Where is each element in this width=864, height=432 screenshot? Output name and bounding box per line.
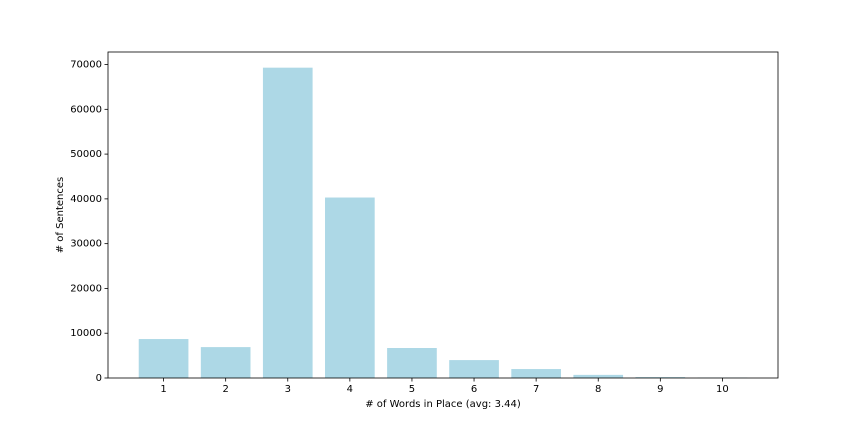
y-tick-label: 70000 bbox=[70, 60, 102, 71]
x-tick-label: 7 bbox=[533, 384, 539, 395]
x-axis-label: # of Words in Place (avg: 3.44) bbox=[365, 399, 521, 410]
x-tick-label: 4 bbox=[347, 384, 353, 395]
x-tick-label: 10 bbox=[716, 384, 729, 395]
x-tick-label: 1 bbox=[160, 384, 166, 395]
x-tick-label: 5 bbox=[409, 384, 415, 395]
bar bbox=[138, 339, 189, 378]
y-tick-label: 40000 bbox=[70, 194, 102, 205]
x-tick-label: 9 bbox=[657, 384, 663, 395]
x-tick-label: 8 bbox=[595, 384, 601, 395]
bar bbox=[262, 67, 313, 378]
bar bbox=[573, 374, 624, 378]
x-tick-label: 3 bbox=[285, 384, 291, 395]
y-tick-label: 20000 bbox=[70, 283, 102, 294]
plot-frame bbox=[107, 51, 779, 379]
y-axis-label: # of Sentences bbox=[55, 177, 66, 253]
y-tick-label: 60000 bbox=[70, 104, 102, 115]
y-tick-label: 50000 bbox=[70, 149, 102, 160]
bar bbox=[635, 377, 686, 378]
bar bbox=[200, 347, 251, 378]
y-tick-label: 30000 bbox=[70, 239, 102, 250]
bar bbox=[511, 369, 561, 378]
x-tick-label: 2 bbox=[222, 384, 228, 395]
y-tick-label: 0 bbox=[96, 373, 102, 384]
bar bbox=[325, 197, 375, 378]
bar bbox=[387, 347, 437, 378]
x-tick-label: 6 bbox=[471, 384, 477, 395]
y-tick-label: 10000 bbox=[70, 328, 102, 339]
bar bbox=[449, 360, 499, 378]
